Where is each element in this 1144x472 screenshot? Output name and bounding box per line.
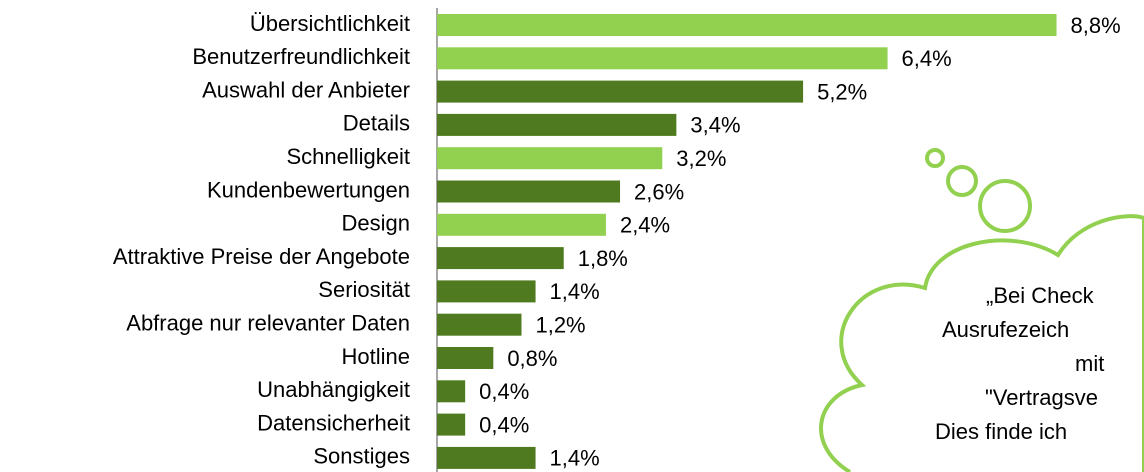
- category-label: Details: [343, 111, 410, 136]
- bar: [437, 80, 804, 103]
- thought-cloud: [819, 148, 1144, 472]
- value-label: 6,4%: [902, 46, 952, 71]
- bar: [437, 180, 621, 203]
- category-label: Auswahl der Anbieter: [202, 77, 410, 102]
- bar: [437, 147, 663, 170]
- category-label: Übersichtlichkeit: [250, 11, 410, 36]
- value-label: 1,4%: [550, 446, 600, 471]
- value-label: 2,6%: [634, 179, 684, 204]
- category-label: Design: [342, 211, 410, 236]
- bubble: [946, 165, 978, 197]
- value-label: 1,4%: [550, 279, 600, 304]
- annotation-line: Dies finde ich: [935, 419, 1067, 444]
- value-label: 3,2%: [676, 146, 726, 171]
- category-label: Sonstiges: [313, 444, 410, 469]
- category-label: Schnelligkeit: [286, 144, 410, 169]
- bar: [437, 446, 536, 469]
- bar: [437, 313, 522, 336]
- value-label: 0,4%: [479, 412, 529, 437]
- value-label: 3,4%: [690, 113, 740, 138]
- category-label: Unabhängigkeit: [257, 377, 410, 402]
- category-label: Kundenbewertungen: [207, 177, 410, 202]
- bubble: [925, 148, 945, 168]
- value-label: 1,2%: [535, 313, 585, 338]
- bar: [437, 280, 536, 303]
- bar: [437, 113, 677, 136]
- value-label: 8,8%: [1071, 13, 1121, 38]
- category-label: Benutzerfreundlichkeit: [192, 44, 410, 69]
- bar: [437, 247, 564, 270]
- category-label: Seriosität: [318, 277, 410, 302]
- annotation-line: "Vertragsve: [985, 385, 1098, 410]
- value-label: 1,8%: [578, 246, 628, 271]
- value-label: 0,4%: [479, 379, 529, 404]
- bar: [437, 347, 494, 369]
- bar: [437, 413, 466, 436]
- bar: [437, 380, 466, 403]
- category-label: Abfrage nur relevanter Daten: [126, 311, 410, 336]
- bar: [437, 213, 606, 236]
- annotation-line: „Bei Check: [986, 283, 1095, 308]
- bar: [437, 14, 1057, 36]
- value-label: 0,8%: [507, 346, 557, 371]
- bar: [437, 47, 888, 70]
- category-label: Datensicherheit: [257, 410, 410, 435]
- bubble: [978, 179, 1032, 233]
- category-label: Hotline: [342, 344, 410, 369]
- annotation-line: mit: [1075, 351, 1104, 376]
- annotation-line: Ausrufezeich: [942, 317, 1069, 342]
- value-label: 2,4%: [620, 213, 670, 238]
- cloud: [819, 214, 1144, 472]
- category-label: Attraktive Preise der Angebote: [113, 244, 410, 269]
- value-label: 5,2%: [817, 79, 867, 104]
